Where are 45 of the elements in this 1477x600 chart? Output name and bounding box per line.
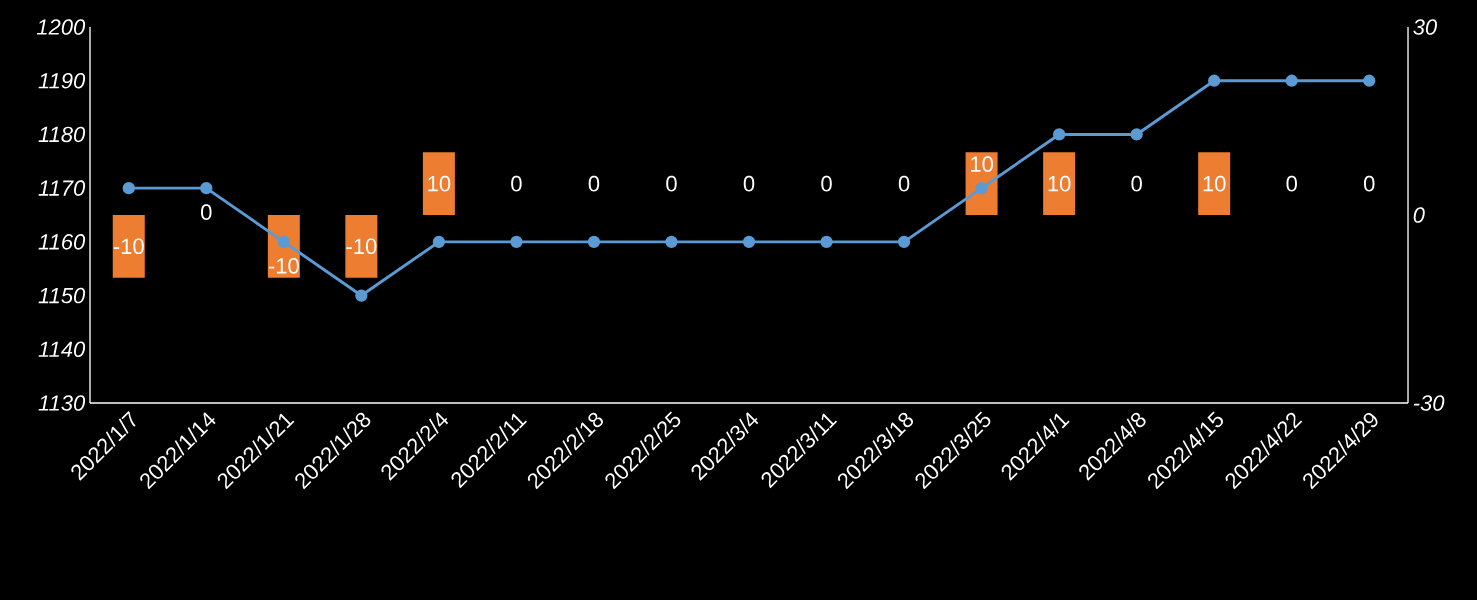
point — [122, 182, 135, 195]
y2-tick-label: 30 — [1413, 19, 1437, 35]
point — [277, 235, 290, 248]
data-label: 0 — [898, 175, 910, 192]
point — [432, 235, 446, 248]
data-label: 0 — [1286, 175, 1297, 192]
point — [975, 182, 988, 195]
point — [1052, 128, 1066, 141]
y-tick-label: 1160 — [38, 234, 86, 250]
y-tick-label: 1190 — [38, 72, 86, 89]
point — [355, 289, 368, 302]
data-label: 0 — [588, 175, 600, 192]
point — [820, 235, 833, 248]
y-tick-label: 1200 — [36, 19, 86, 35]
data-label: 0 — [743, 175, 755, 192]
data-label: -10 — [113, 238, 144, 255]
data-label: -10 — [346, 238, 377, 255]
point — [742, 235, 756, 248]
y2-tick-label: -30 — [1413, 395, 1445, 411]
data-label: 0 — [1131, 175, 1142, 192]
point — [1130, 128, 1143, 141]
data-label: 0 — [821, 175, 832, 192]
point — [1208, 74, 1221, 87]
data-label: 0 — [1363, 175, 1375, 192]
point — [1363, 74, 1376, 87]
point — [665, 235, 678, 248]
data-label: 10 — [428, 175, 451, 192]
data-label: -10 — [268, 258, 299, 274]
data-label: 10 — [971, 156, 993, 172]
data-label: 0 — [666, 175, 677, 192]
point — [200, 182, 213, 195]
data-label: 0 — [201, 204, 212, 220]
point — [587, 235, 601, 248]
y-tick-label: 1140 — [38, 341, 86, 358]
data-label: 0 — [511, 175, 522, 192]
point — [510, 235, 523, 248]
point — [1285, 74, 1298, 87]
y-tick-label: 1130 — [38, 395, 86, 411]
y-tick-label: 1170 — [38, 180, 86, 196]
point — [897, 235, 911, 248]
y2-tick-label: 0 — [1413, 207, 1425, 223]
data-label: 10 — [1048, 175, 1071, 192]
y-tick-label: 1180 — [38, 126, 86, 143]
data-label: 10 — [1203, 175, 1226, 192]
y-tick-label: 1150 — [38, 287, 86, 304]
